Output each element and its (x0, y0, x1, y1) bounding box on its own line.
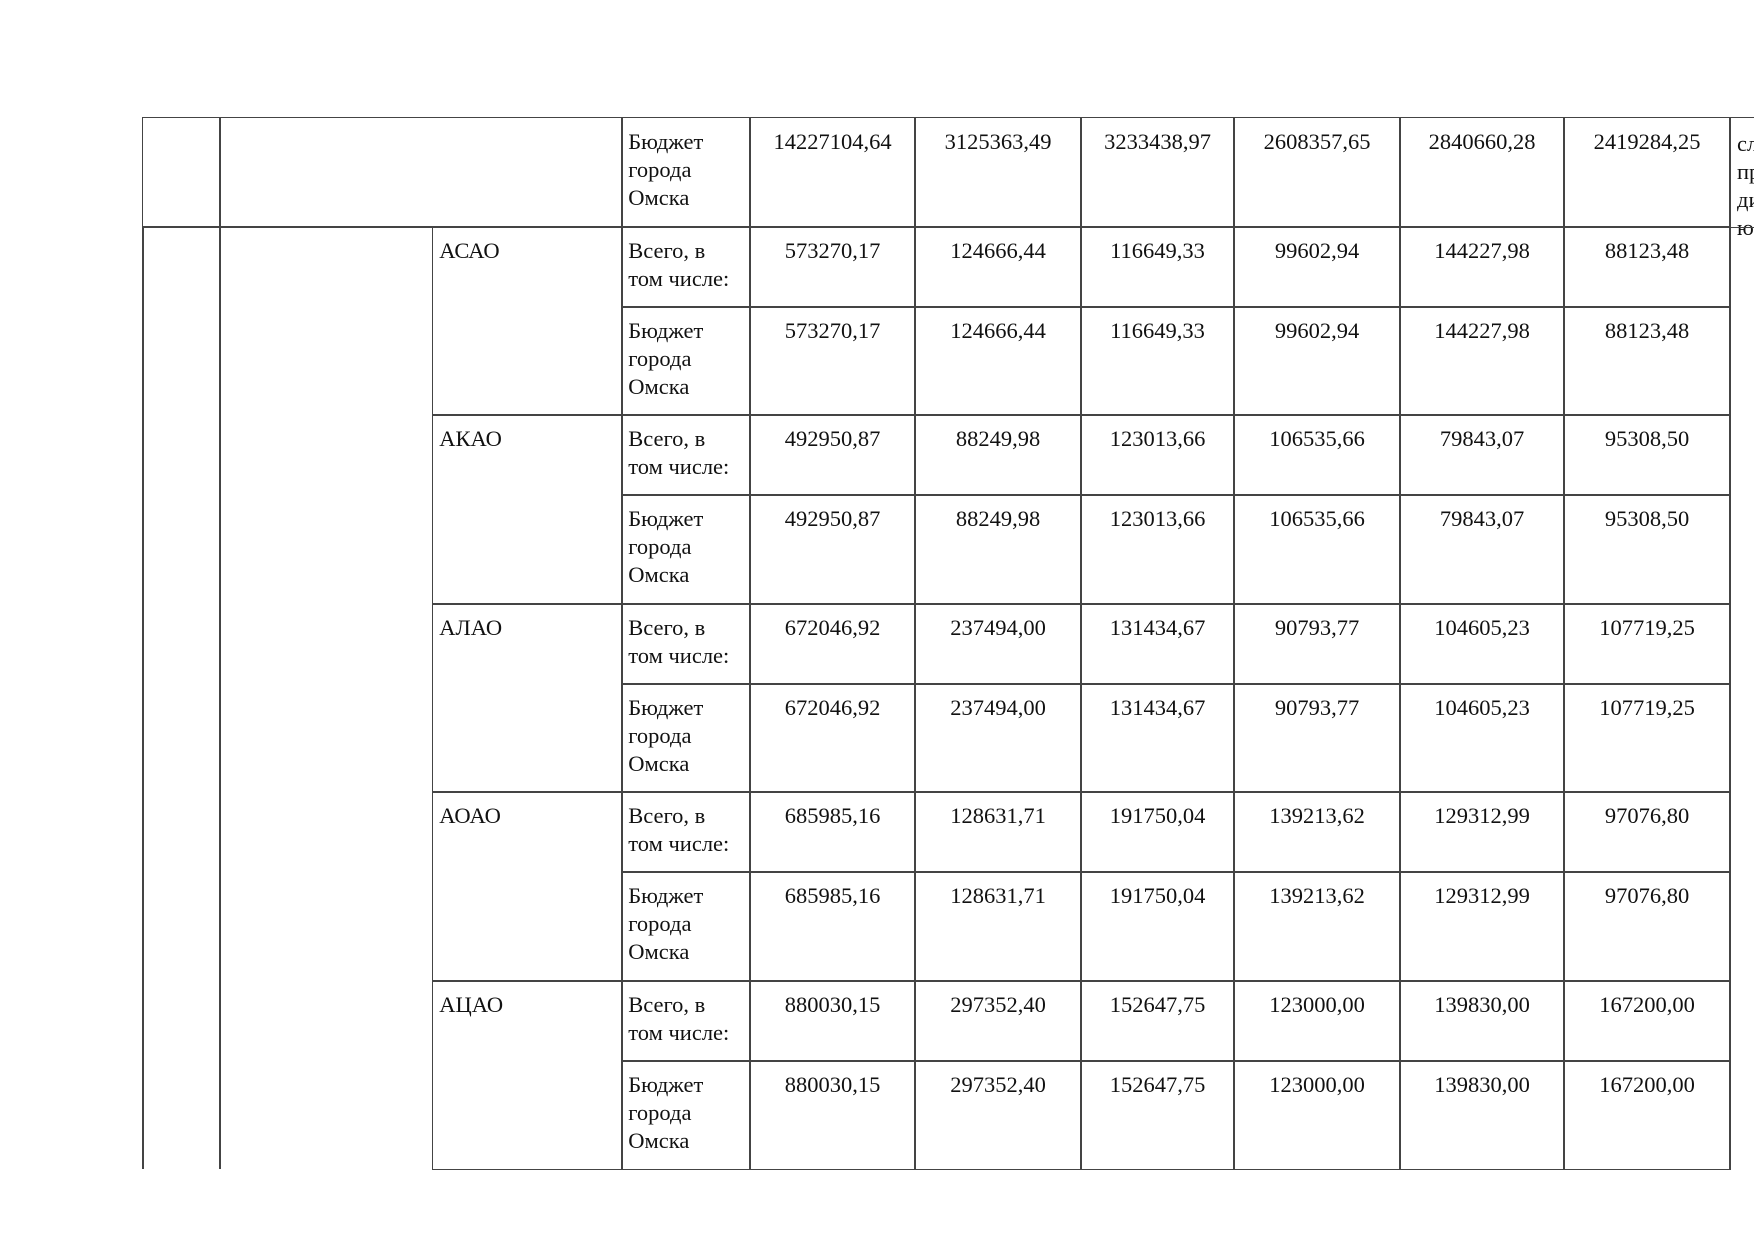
value-cell: 14227104,64 (749, 117, 916, 228)
total-label-cell: Всего, в том числе: (621, 414, 751, 496)
budget-value-cell: 167200,00 (1563, 1060, 1731, 1170)
total-value-cell: 672046,92 (749, 603, 916, 685)
budget-label-cell: Бюджет города Омска (621, 683, 751, 793)
total-value-cell: 99602,94 (1233, 226, 1401, 308)
budget-value-cell: 124666,44 (914, 306, 1082, 416)
budget-value-cell: 106535,66 (1233, 494, 1401, 605)
total-value-cell: 104605,23 (1399, 603, 1565, 685)
budget-value-cell: 492950,87 (749, 494, 916, 605)
value-cell: 2608357,65 (1233, 117, 1401, 228)
budget-value-cell: 152647,75 (1080, 1060, 1235, 1170)
budget-value-cell: 191750,04 (1080, 871, 1235, 982)
budget-label-cell: Бюджет города Омска (621, 494, 751, 605)
total-value-cell: 144227,98 (1399, 226, 1565, 308)
column-border (219, 227, 221, 1169)
total-value-cell: 107719,25 (1563, 603, 1731, 685)
budget-label-cell: Бюджет города Омска (621, 871, 751, 982)
district-name-cell: АЦАО (432, 980, 623, 1170)
budget-value-cell: 95308,50 (1563, 494, 1731, 605)
total-value-cell: 123013,66 (1080, 414, 1235, 496)
budget-value-cell: 79843,07 (1399, 494, 1565, 605)
total-value-cell: 152647,75 (1080, 980, 1235, 1062)
total-value-cell: 129312,99 (1399, 791, 1565, 873)
value-cell: 3125363,49 (914, 117, 1082, 228)
budget-value-cell: 237494,00 (914, 683, 1082, 793)
total-value-cell: 297352,40 (914, 980, 1082, 1062)
total-value-cell: 90793,77 (1233, 603, 1401, 685)
total-value-cell: 139213,62 (1233, 791, 1401, 873)
column-border (142, 227, 144, 1169)
total-value-cell: 123000,00 (1233, 980, 1401, 1062)
budget-value-cell: 672046,92 (749, 683, 916, 793)
budget-value-cell: 128631,71 (914, 871, 1082, 982)
total-label-cell: Всего, в том числе: (621, 226, 751, 308)
budget-value-cell: 88249,98 (914, 494, 1082, 605)
budget-value-cell: 123013,66 (1080, 494, 1235, 605)
value-cell: 3233438,97 (1080, 117, 1235, 228)
district-name-cell: АЛАО (432, 603, 623, 793)
district-name-cell: АКАО (432, 414, 623, 605)
budget-value-cell: 129312,99 (1399, 871, 1565, 982)
total-value-cell: 492950,87 (749, 414, 916, 496)
total-value-cell: 880030,15 (749, 980, 916, 1062)
budget-value-cell: 99602,94 (1233, 306, 1401, 416)
empty-cell (142, 117, 221, 228)
total-label-cell: Всего, в том числе: (621, 603, 751, 685)
budget-value-cell: 880030,15 (749, 1060, 916, 1170)
total-value-cell: 191750,04 (1080, 791, 1235, 873)
budget-value-cell: 88123,48 (1563, 306, 1731, 416)
budget-value-cell: 685985,16 (749, 871, 916, 982)
total-value-cell: 88123,48 (1563, 226, 1731, 308)
total-label-cell: Всего, в том числе: (621, 791, 751, 873)
budget-value-cell: 573270,17 (749, 306, 916, 416)
total-value-cell: 106535,66 (1233, 414, 1401, 496)
source-cell: Бюджет города Омска (621, 117, 751, 228)
budget-value-cell: 107719,25 (1563, 683, 1731, 793)
total-value-cell: 88249,98 (914, 414, 1082, 496)
budget-value-cell: 116649,33 (1080, 306, 1235, 416)
total-value-cell: 97076,80 (1563, 791, 1731, 873)
total-value-cell: 167200,00 (1563, 980, 1731, 1062)
total-value-cell: 573270,17 (749, 226, 916, 308)
value-cell: 2840660,28 (1399, 117, 1565, 228)
total-value-cell: 128631,71 (914, 791, 1082, 873)
total-value-cell: 95308,50 (1563, 414, 1731, 496)
budget-value-cell: 139213,62 (1233, 871, 1401, 982)
budget-value-cell: 90793,77 (1233, 683, 1401, 793)
total-value-cell: 237494,00 (914, 603, 1082, 685)
row-border (142, 226, 622, 228)
budget-label-cell: Бюджет города Омска (621, 1060, 751, 1170)
budget-value-cell: 131434,67 (1080, 683, 1235, 793)
budget-value-cell: 123000,00 (1233, 1060, 1401, 1170)
empty-cell (219, 117, 623, 228)
total-value-cell: 685985,16 (749, 791, 916, 873)
budget-value-cell: 297352,40 (914, 1060, 1082, 1170)
total-value-cell: 139830,00 (1399, 980, 1565, 1062)
note-cell (1729, 117, 1754, 228)
total-value-cell: 116649,33 (1080, 226, 1235, 308)
total-value-cell: 124666,44 (914, 226, 1082, 308)
total-value-cell: 79843,07 (1399, 414, 1565, 496)
value-cell: 2419284,25 (1563, 117, 1731, 228)
budget-value-cell: 144227,98 (1399, 306, 1565, 416)
budget-value-cell: 97076,80 (1563, 871, 1731, 982)
budget-value-cell: 139830,00 (1399, 1060, 1565, 1170)
total-value-cell: 131434,67 (1080, 603, 1235, 685)
district-name-cell: АСАО (432, 226, 623, 416)
district-name-cell: АОАО (432, 791, 623, 982)
budget-value-cell: 104605,23 (1399, 683, 1565, 793)
total-label-cell: Всего, в том числе: (621, 980, 751, 1062)
budget-label-cell: Бюджет города Омска (621, 306, 751, 416)
